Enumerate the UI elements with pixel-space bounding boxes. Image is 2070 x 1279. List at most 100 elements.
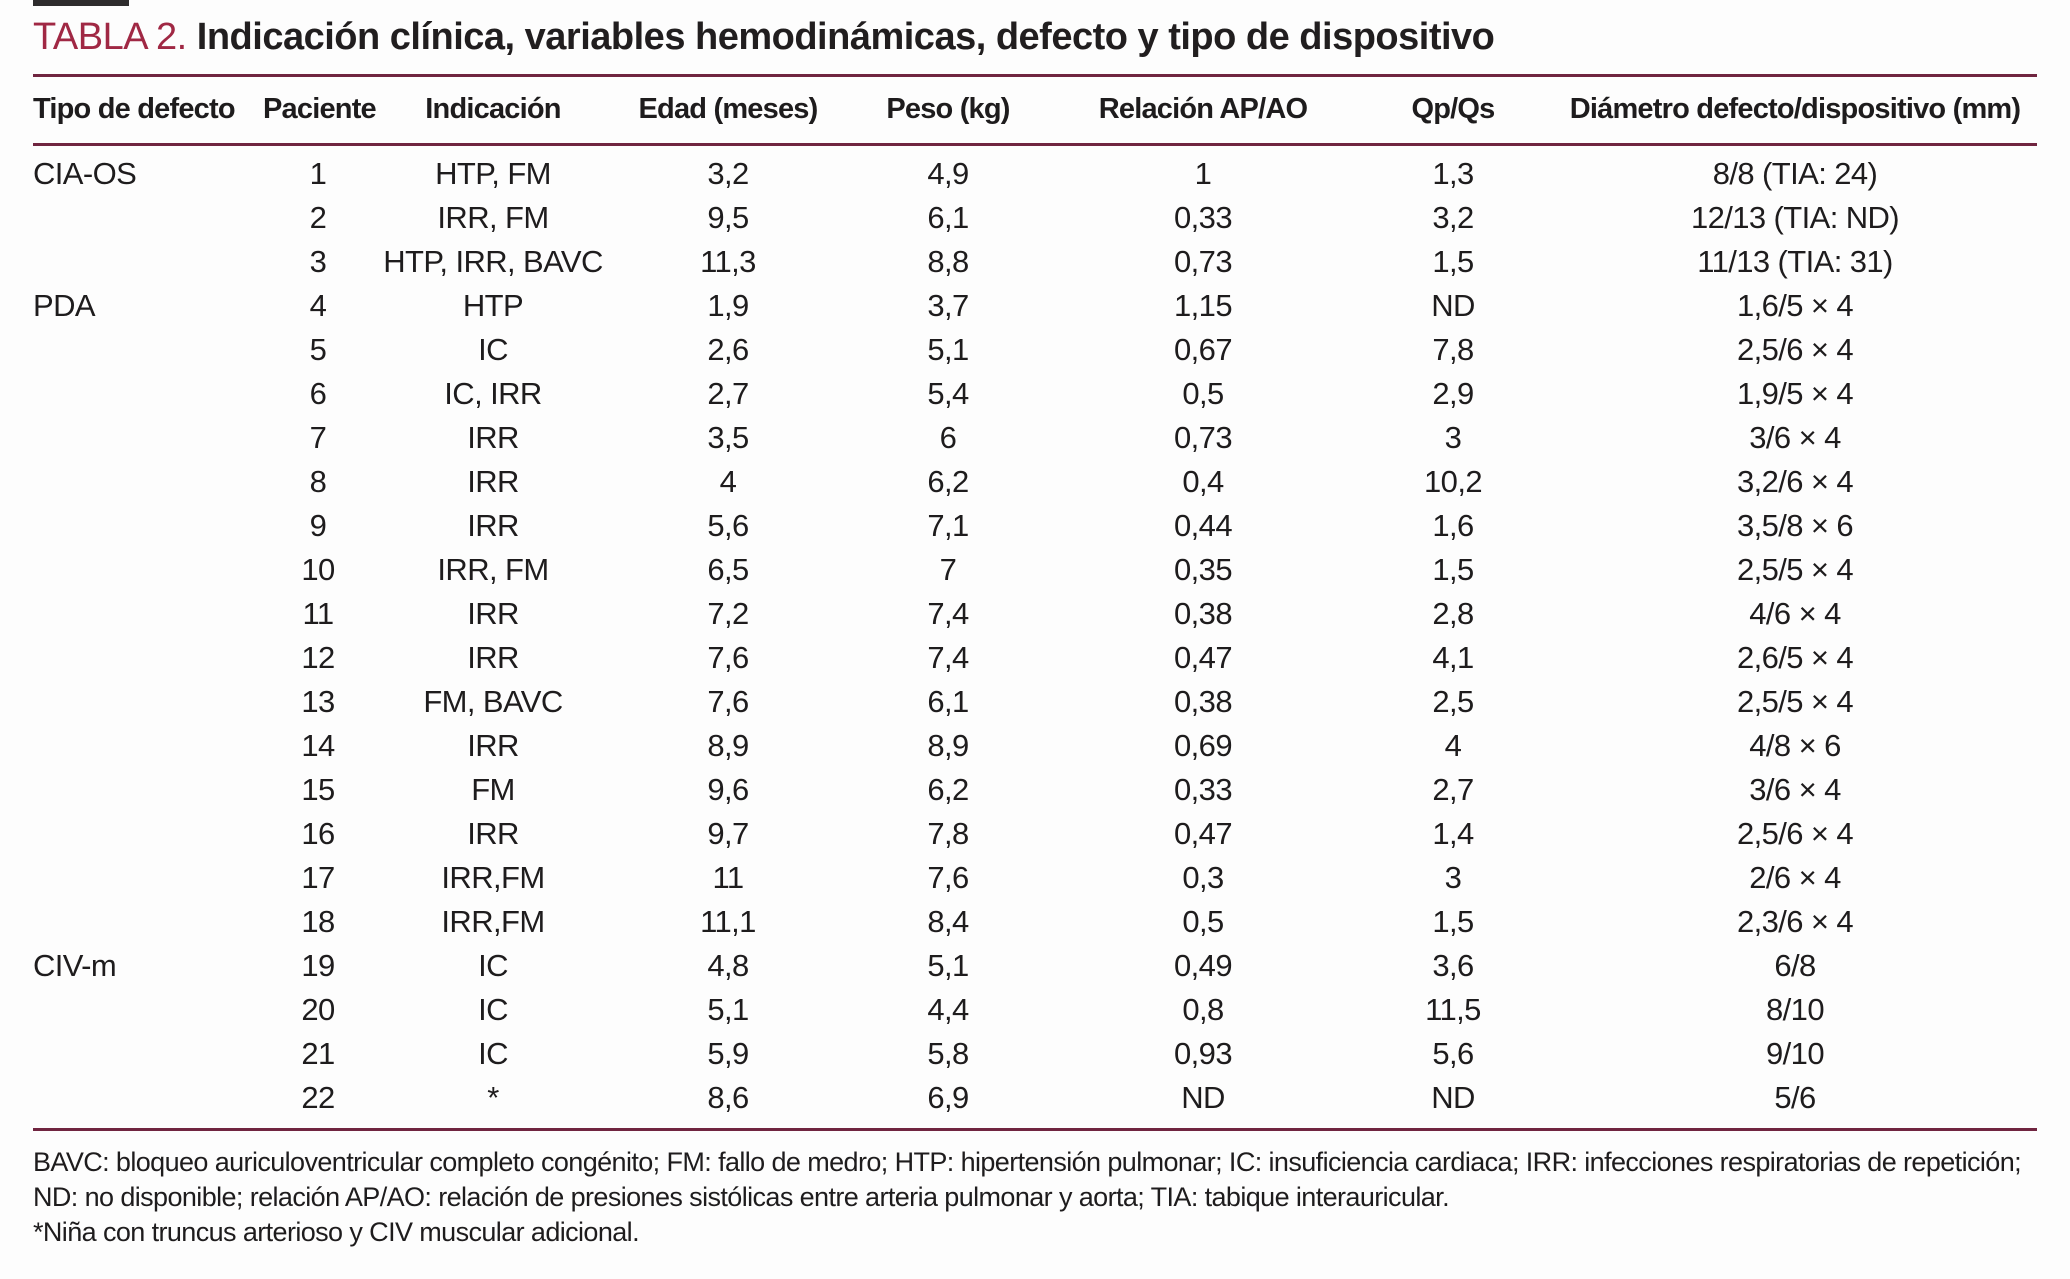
table-cell: 9,6 xyxy=(707,772,749,807)
table-cell: ND xyxy=(1181,1080,1225,1115)
table-cell: HTP, IRR, BAVC xyxy=(383,244,603,279)
table-cell: 5,1 xyxy=(927,332,969,367)
table-cell: 7,8 xyxy=(927,816,969,851)
table-cell: 2/6 × 4 xyxy=(1749,860,1841,895)
table-cell: 6 xyxy=(939,420,957,455)
defect-type-cell: CIA-OS xyxy=(33,156,137,191)
table-cell: 4,8 xyxy=(707,948,749,983)
table-row: 8 IRR 4 6,2 0,4 10,2 3,2/6 × 4 xyxy=(33,460,2037,504)
table-row: 16 IRR 9,7 7,8 0,47 1,4 2,5/6 × 4 xyxy=(33,812,2037,856)
table-cell: 12/13 (TIA: ND) xyxy=(1690,200,1900,235)
table-cell: 7 xyxy=(309,420,327,455)
table-cell: 3,5/8 × 6 xyxy=(1736,508,1854,543)
table-cell: 5 xyxy=(309,332,327,367)
table-cell: 3,6 xyxy=(1432,948,1474,983)
column-header: Diámetro defecto/dispositivo (mm) xyxy=(1569,93,2021,125)
table-cell: 0,73 xyxy=(1174,244,1233,279)
table-row: 20 IC 5,1 4,4 0,8 11,5 8/10 xyxy=(33,988,2037,1032)
table-cell: 22 xyxy=(301,1080,335,1115)
header-rule xyxy=(33,143,2037,146)
table-cell: IRR,FM xyxy=(441,904,545,939)
table-cell: 9/10 xyxy=(1766,1036,1825,1071)
table-cell: 5,6 xyxy=(1432,1036,1474,1071)
table-cell: 12 xyxy=(301,640,335,675)
table-row: 5 IC 2,6 5,1 0,67 7,8 2,5/6 × 4 xyxy=(33,328,2037,372)
table-cell: 10,2 xyxy=(1424,464,1483,499)
column-header: Paciente xyxy=(263,93,377,125)
table-cell: 8,9 xyxy=(707,728,749,763)
table-cell: 3,2 xyxy=(707,156,749,191)
table-cell: 2,6 xyxy=(707,332,749,367)
defect-type-cell: CIV-m xyxy=(33,948,117,983)
table-cell: 0,3 xyxy=(1182,860,1224,895)
table-cell: 6 xyxy=(309,376,327,411)
top-rule xyxy=(33,74,2037,77)
bottom-rule xyxy=(33,1128,2037,1131)
table-cell: 3 xyxy=(1444,420,1462,455)
table-cell: 16 xyxy=(301,816,335,851)
table-cell: IC xyxy=(478,948,508,983)
table-cell: 0,47 xyxy=(1174,816,1233,851)
table-cell: 6,2 xyxy=(927,772,969,807)
table-cell: 4/8 × 6 xyxy=(1749,728,1841,763)
footnote-line: BAVC: bloqueo auriculoventricular comple… xyxy=(33,1147,2022,1177)
table-row: 10 IRR, FM 6,5 7 0,35 1,5 2,5/5 × 4 xyxy=(33,548,2037,592)
footnotes: BAVC: bloqueo auriculoventricular comple… xyxy=(33,1145,2037,1250)
table-row: PDA 4 HTP 1,9 3,7 1,15 ND 1,6/5 × 4 xyxy=(33,284,2037,328)
table-cell: 2,7 xyxy=(1432,772,1474,807)
table-cell: 1,5 xyxy=(1432,904,1474,939)
table-row: 9 IRR 5,6 7,1 0,44 1,6 3,5/8 × 6 xyxy=(33,504,2037,548)
table-cell: 0,8 xyxy=(1182,992,1224,1027)
table-cell: 5,1 xyxy=(927,948,969,983)
table-cell: 3,7 xyxy=(927,288,969,323)
table-cell: IRR xyxy=(467,816,519,851)
table-cell: 5,8 xyxy=(927,1036,969,1071)
table-row: 22 * 8,6 6,9 ND ND 5/6 xyxy=(33,1076,2037,1120)
table-cell: 18 xyxy=(301,904,335,939)
table-row: 13 FM, BAVC 7,6 6,1 0,38 2,5 2,5/5 × 4 xyxy=(33,680,2037,724)
table-cell: 8 xyxy=(309,464,327,499)
table-cell: 3,2/6 × 4 xyxy=(1736,464,1854,499)
table-row: 2 IRR, FM 9,5 6,1 0,33 3,2 12/13 (TIA: ND) xyxy=(33,196,2037,240)
table-cell: 19 xyxy=(301,948,335,983)
table-cell: 7,8 xyxy=(1432,332,1474,367)
table-cell: IC xyxy=(478,332,508,367)
table-cell: 11 xyxy=(302,596,335,631)
footnote-line: *Niña con truncus arterioso y CIV muscul… xyxy=(33,1217,640,1247)
table-cell: 2,5/6 × 4 xyxy=(1736,816,1854,851)
table-cell: 5/6 xyxy=(1774,1080,1816,1115)
table-cell: 4/6 × 4 xyxy=(1749,596,1841,631)
table-cell: IC, IRR xyxy=(444,376,542,411)
table-cell: 0,69 xyxy=(1174,728,1233,763)
table-cell: ND xyxy=(1431,288,1475,323)
table-cell: 8,6 xyxy=(707,1080,749,1115)
table-title-text: Indicación clínica, variables hemodinámi… xyxy=(196,16,1495,58)
table-cell: 2,3/6 × 4 xyxy=(1736,904,1854,939)
table-row: 18 IRR,FM 11,1 8,4 0,5 1,5 2,3/6 × 4 xyxy=(33,900,2037,944)
table-cell: 0,5 xyxy=(1182,376,1224,411)
scan-artifact xyxy=(33,0,129,6)
table-body: CIA-OS 1 HTP, FM 3,2 4,9 1 1,3 8/8 (TIA: 24) 2 IR… xyxy=(33,146,2037,1120)
table-cell: 1,3 xyxy=(1432,156,1474,191)
table-cell: 8,4 xyxy=(927,904,969,939)
table-cell: 0,33 xyxy=(1174,200,1233,235)
table-cell: 8,8 xyxy=(927,244,969,279)
table-cell: 20 xyxy=(301,992,335,1027)
table-cell: 2,5/5 × 4 xyxy=(1736,552,1854,587)
table-cell: ND xyxy=(1431,1080,1475,1115)
table-cell: IRR xyxy=(467,728,519,763)
table-cell: 0,4 xyxy=(1182,464,1224,499)
table-cell: 11,3 xyxy=(700,244,756,279)
table-row: 12 IRR 7,6 7,4 0,47 4,1 2,6/5 × 4 xyxy=(33,636,2037,680)
table-cell: 8/10 xyxy=(1766,992,1825,1027)
table-cell: 9 xyxy=(309,508,327,543)
table-cell: 4 xyxy=(719,464,737,499)
table-row: 21 IC 5,9 5,8 0,93 5,6 9/10 xyxy=(33,1032,2037,1076)
table-cell: 5,1 xyxy=(707,992,749,1027)
table-cell: 3/6 × 4 xyxy=(1749,772,1841,807)
table-row: 15 FM 9,6 6,2 0,33 2,7 3/6 × 4 xyxy=(33,768,2037,812)
table-cell: IRR xyxy=(467,464,519,499)
table-cell: 9,5 xyxy=(707,200,749,235)
table-cell: 2,7 xyxy=(707,376,749,411)
table-cell: 9,7 xyxy=(707,816,749,851)
